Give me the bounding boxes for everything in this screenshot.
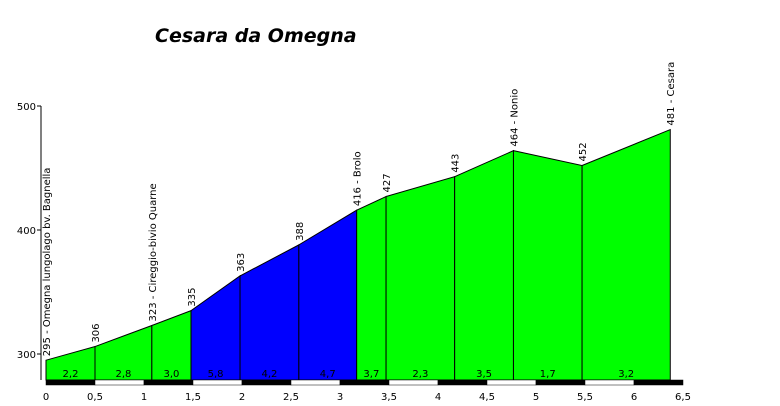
distance-bar-block xyxy=(388,379,439,386)
y-axis-ticks: 300 400 500 xyxy=(17,102,42,380)
distance-bar-block xyxy=(241,379,292,386)
elevation-label: 323 - Cireggio-bivio Quarne xyxy=(148,183,159,321)
gradient-label: 1,7 xyxy=(540,369,556,380)
elevation-label: 335 xyxy=(187,288,198,307)
profile-segment xyxy=(356,195,387,381)
profile-segment xyxy=(512,150,583,381)
distance-bar-block xyxy=(633,379,684,386)
gradient-label: 3,0 xyxy=(163,369,179,380)
distance-bar-block xyxy=(290,379,341,386)
elevation-label: 306 xyxy=(91,323,102,342)
elevation-label: 427 xyxy=(382,173,393,192)
distance-bar-block xyxy=(45,379,96,386)
x-tick-label: 5,5 xyxy=(577,392,593,403)
profile-segment xyxy=(190,274,241,381)
distance-bar-block xyxy=(584,379,635,386)
distance-bar-block xyxy=(437,379,488,386)
gradient-label: 3,2 xyxy=(618,369,634,380)
x-tick-label: 2 xyxy=(239,392,245,403)
x-tick-label: 6,5 xyxy=(675,392,691,403)
x-tick-label: 1,5 xyxy=(185,392,201,403)
y-tick-label: 400 xyxy=(17,226,36,237)
distance-bar xyxy=(45,379,684,386)
gradient-label: 3,7 xyxy=(363,369,379,380)
x-tick-label: 1 xyxy=(141,392,147,403)
x-tick-label: 2,5 xyxy=(283,392,299,403)
y-tick-label: 300 xyxy=(17,350,36,361)
profile-segment xyxy=(581,128,671,381)
x-tick-label: 5 xyxy=(533,392,539,403)
elevation-labels: 295 - Omegna lungolago bv. Bagnella 306 32… xyxy=(42,62,677,356)
elevation-label: 388 xyxy=(295,222,306,241)
x-axis-ticks: 0 0,5 1 1,5 2 2,5 3 3,5 4 4,5 5 5,5 6 6,5 xyxy=(43,392,691,403)
profile-segment xyxy=(239,244,300,381)
x-tick-label: 4 xyxy=(435,392,441,403)
elevation-label: 464 - Nonio xyxy=(509,89,520,147)
distance-bar-block xyxy=(535,379,586,386)
gradient-label: 4,2 xyxy=(261,369,277,380)
x-tick-label: 3 xyxy=(337,392,343,403)
elevation-label: 481 - Cesara xyxy=(666,62,677,126)
x-tick-label: 6 xyxy=(631,392,637,403)
gradient-label: 3,5 xyxy=(476,369,492,380)
distance-bar-block xyxy=(94,379,145,386)
distance-bar-block xyxy=(339,379,390,386)
gradient-label: 2,3 xyxy=(412,369,428,380)
gradient-label: 4,7 xyxy=(320,369,336,380)
y-tick-label: 500 xyxy=(17,102,36,113)
distance-bar-block xyxy=(192,379,243,386)
chart-title: Cesara da Omegna xyxy=(155,25,357,47)
elevation-label: 363 xyxy=(236,253,247,272)
distance-bar-block xyxy=(486,379,537,386)
elevation-label: 452 xyxy=(578,142,589,161)
gradient-label: 2,8 xyxy=(115,369,131,380)
elevation-label: 295 - Omegna lungolago bv. Bagnella xyxy=(42,168,53,357)
x-tick-label: 0,5 xyxy=(87,392,103,403)
elevation-label: 443 xyxy=(451,154,462,173)
distance-bar-block xyxy=(143,379,194,386)
profile-segment xyxy=(454,149,514,381)
gradient-label: 2,2 xyxy=(63,369,79,380)
x-tick-label: 4,5 xyxy=(479,392,495,403)
profile-segment xyxy=(298,209,358,381)
x-tick-label: 0 xyxy=(43,392,49,403)
elevation-label: 416 - Brolo xyxy=(353,151,364,206)
profile-segment xyxy=(385,176,456,381)
gradient-label: 5,8 xyxy=(208,369,224,380)
x-tick-label: 3,5 xyxy=(381,392,397,403)
gradient-labels: 2,2 2,8 3,0 5,8 4,2 4,7 3,7 2,3 3,5 1,7 3,2 xyxy=(63,369,635,380)
